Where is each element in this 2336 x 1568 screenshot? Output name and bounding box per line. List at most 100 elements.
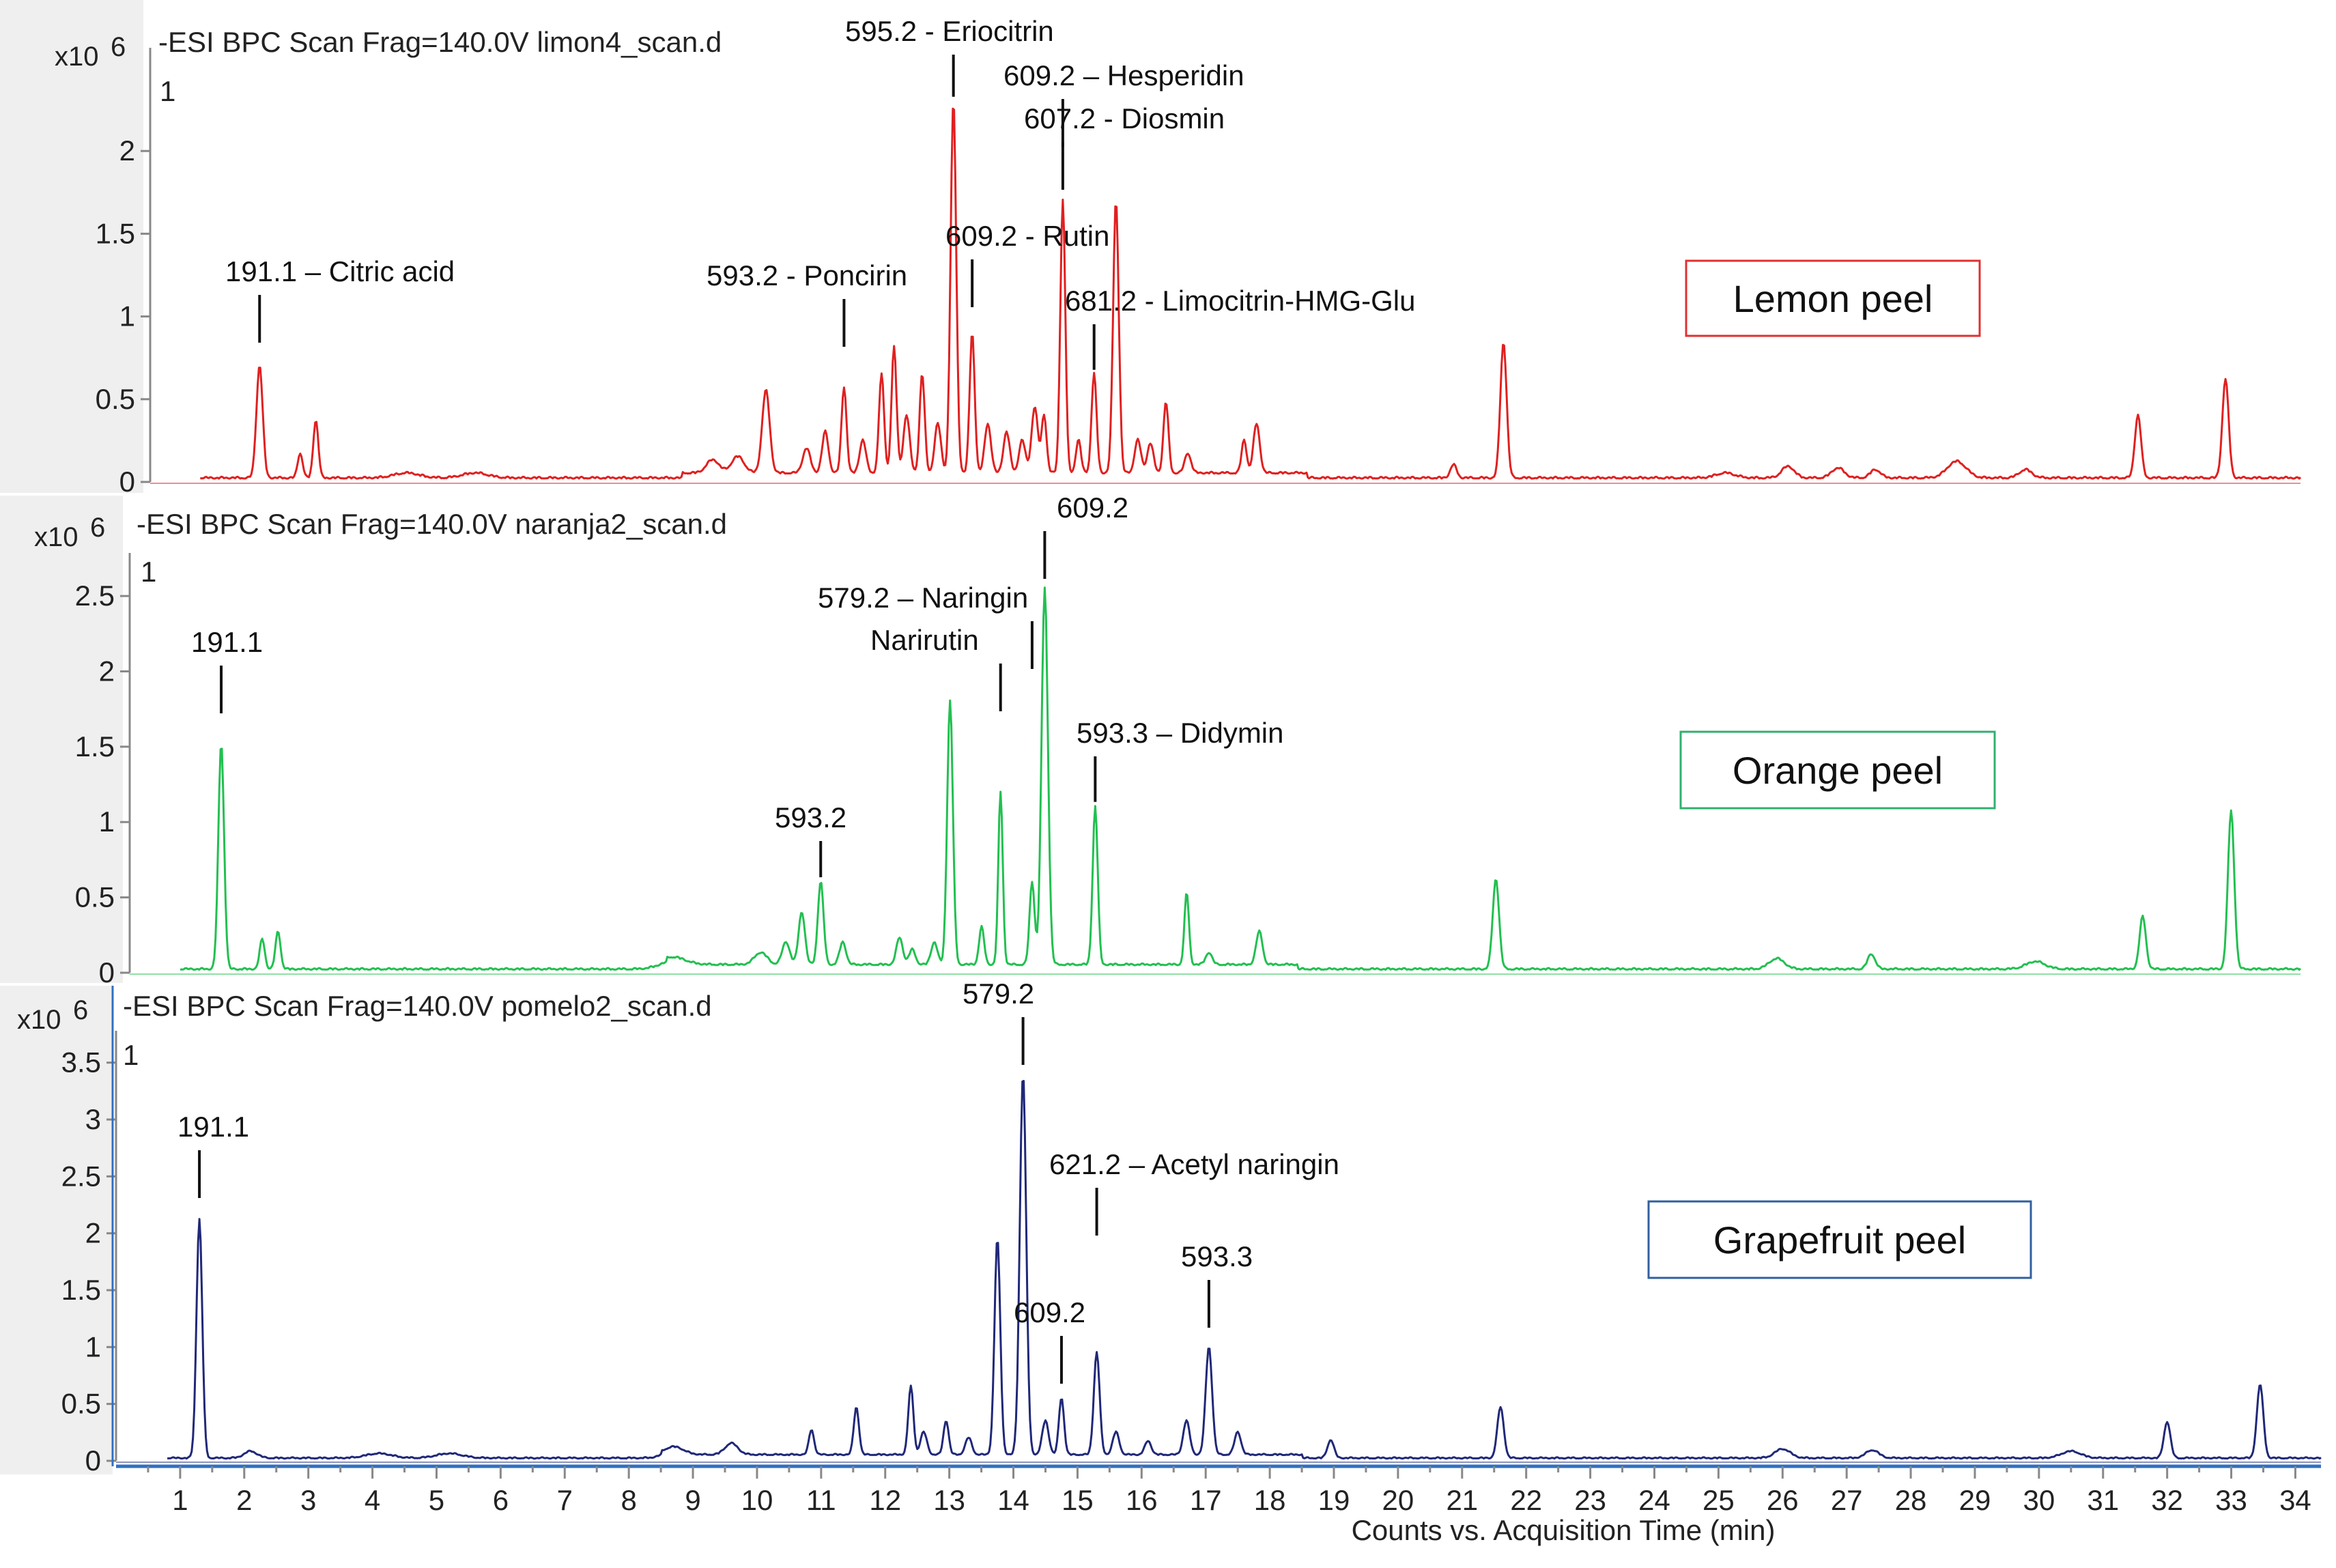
- x-tick-label: 34: [2279, 1484, 2311, 1516]
- x-tick-label: 27: [1831, 1484, 1863, 1516]
- y-tick-label: 2.5: [61, 1160, 101, 1192]
- sample-label: Lemon peel: [1733, 277, 1933, 320]
- peak-annotation: 621.2 – Acetyl naringin: [1049, 1148, 1339, 1180]
- x-tick-label: 3: [300, 1484, 316, 1516]
- trace-line: [167, 1080, 2322, 1460]
- x-tick-label: 22: [1510, 1484, 1542, 1516]
- x-tick-label: 18: [1254, 1484, 1286, 1516]
- sample-label: Grapefruit peel: [1713, 1218, 1966, 1261]
- x-tick-label: 8: [621, 1484, 636, 1516]
- x-tick-label: 15: [1062, 1484, 1094, 1516]
- peak-annotation: 593.3 – Didymin: [1077, 717, 1284, 749]
- x-tick-label: 21: [1446, 1484, 1478, 1516]
- trace-header: -ESI BPC Scan Frag=140.0V pomelo2_scan.d: [123, 990, 712, 1022]
- y-exponent-power: 6: [90, 513, 105, 543]
- trace-header: -ESI BPC Scan Frag=140.0V limon4_scan.d: [158, 26, 722, 58]
- x-tick-label: 16: [1126, 1484, 1158, 1516]
- y-tick-label: 0.5: [96, 383, 135, 415]
- peak-annotation: 681.2 - Limocitrin-HMG-Glu: [1065, 285, 1415, 317]
- x-tick-label: 6: [493, 1484, 509, 1516]
- y-axis-gutter: [0, 496, 123, 983]
- y-exponent-power: 6: [111, 32, 126, 62]
- peak-annotation: 609.2: [1014, 1296, 1085, 1328]
- peak-annotation: 595.2 - Eriocitrin: [845, 15, 1054, 47]
- peak-annotation: 593.2: [775, 801, 846, 833]
- peak-annotation: 609.2 – Hesperidin: [1003, 59, 1244, 91]
- peak-annotation: 609.2 - Rutin: [945, 220, 1109, 252]
- y-tick-label: 1: [85, 1330, 101, 1363]
- x-tick-label: 7: [557, 1484, 573, 1516]
- y-tick-label: 1.5: [96, 217, 135, 249]
- x-tick-label: 2: [236, 1484, 252, 1516]
- trace-header: -ESI BPC Scan Frag=140.0V naranja2_scan.…: [137, 508, 727, 540]
- x-tick-label: 12: [869, 1484, 901, 1516]
- y-tick-label: 0: [85, 1444, 101, 1477]
- sample-label-box: [1679, 730, 1996, 810]
- x-tick-label: 17: [1190, 1484, 1222, 1516]
- sample-label-box: [1685, 259, 1981, 337]
- sample-label-box: [1647, 1200, 2032, 1279]
- y-tick-label: 2.5: [75, 580, 115, 612]
- y-exponent-label: x10: [55, 42, 99, 72]
- y-tick-label: 2: [119, 134, 135, 167]
- peak-annotation: Narirutin: [870, 624, 979, 656]
- x-tick-label: 33: [2215, 1484, 2247, 1516]
- peak-annotation: 191.1: [191, 626, 263, 658]
- y-tick-label: 0: [99, 956, 115, 988]
- x-tick-label: 11: [806, 1484, 836, 1516]
- sample-label: Orange peel: [1733, 749, 1943, 792]
- x-tick-label: 32: [2151, 1484, 2183, 1516]
- y-exponent-label: x10: [17, 1005, 61, 1035]
- peak-annotation: 593.3: [1181, 1240, 1253, 1272]
- x-tick-label: 26: [1767, 1484, 1799, 1516]
- y-tick-label: 0: [119, 466, 135, 498]
- x-tick-label: 4: [365, 1484, 380, 1516]
- x-tick-label: 31: [2087, 1484, 2119, 1516]
- y-exponent-power: 6: [73, 995, 88, 1025]
- peak-annotation: 579.2 – Naringin: [818, 582, 1028, 614]
- y-tick-label: 3: [85, 1103, 101, 1135]
- peak-annotation: 191.1 – Citric acid: [225, 255, 455, 287]
- y-exponent-label: x10: [34, 522, 79, 552]
- x-tick-label: 28: [1895, 1484, 1927, 1516]
- x-tick-label: 24: [1638, 1484, 1670, 1516]
- x-tick-label: 23: [1574, 1484, 1606, 1516]
- y-tick-label: 0.5: [75, 881, 115, 913]
- x-tick-label: 30: [2023, 1484, 2055, 1516]
- trace-index: 1: [123, 1039, 139, 1071]
- y-tick-label: 3.5: [61, 1046, 101, 1079]
- peak-annotation: 607.2 - Diosmin: [1024, 102, 1225, 134]
- peak-annotation: 579.2: [963, 978, 1034, 1010]
- y-tick-label: 2: [99, 655, 115, 687]
- peak-annotation: 609.2: [1057, 491, 1128, 524]
- y-axis-gutter: [0, 0, 143, 493]
- x-tick-label: 10: [741, 1484, 773, 1516]
- y-axis-gutter: [0, 986, 113, 1474]
- x-tick-label: 13: [933, 1484, 965, 1516]
- peak-annotation: 191.1: [177, 1111, 249, 1143]
- x-tick-label: 25: [1703, 1484, 1735, 1516]
- x-tick-label: 14: [997, 1484, 1029, 1516]
- x-tick-label: 1: [172, 1484, 188, 1516]
- plot-area: [150, 0, 2301, 493]
- x-tick-label: 20: [1382, 1484, 1414, 1516]
- y-tick-label: 1: [99, 806, 115, 838]
- trace-index: 1: [141, 556, 156, 588]
- peak-annotation: 593.2 - Poncirin: [707, 259, 907, 291]
- trace-index: 1: [160, 75, 175, 107]
- y-tick-label: 0.5: [61, 1388, 101, 1420]
- x-tick-label: 29: [1959, 1484, 1991, 1516]
- panel-orange: 0 0.5 1 1.5 2 2.5 x10 6 -ESI BPC Scan Frag=140.0…: [0, 491, 2302, 988]
- trace-line: [180, 586, 2302, 971]
- y-tick-label: 1.5: [75, 730, 115, 762]
- trace-line: [199, 107, 2302, 480]
- x-tick-label: 19: [1318, 1484, 1350, 1516]
- y-tick-label: 1: [119, 300, 135, 332]
- y-tick-label: 1.5: [61, 1274, 101, 1306]
- x-tick-label: 5: [429, 1484, 444, 1516]
- panel-lemon: 0 0.5 1 1.5 2 x10 6 -ESI BPC Scan Frag=140.0V l…: [0, 0, 2302, 498]
- x-tick-label: 9: [685, 1484, 700, 1516]
